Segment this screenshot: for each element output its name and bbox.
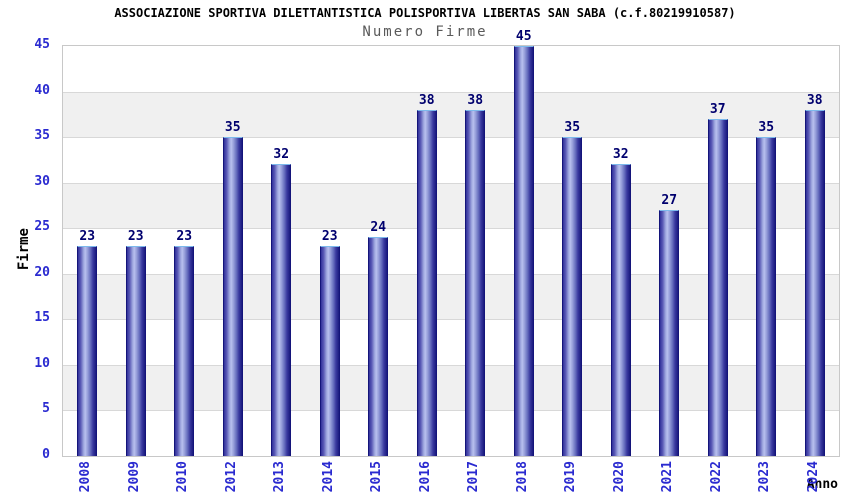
x-axis-tick-label: 2017 — [466, 461, 482, 493]
bar — [416, 109, 437, 456]
bar-value-label: 23 — [176, 229, 193, 245]
bar — [562, 137, 583, 456]
x-axis-tick-label: 2022 — [708, 461, 724, 493]
bar-value-label: 45 — [515, 29, 532, 44]
grid-line — [63, 228, 839, 230]
grid-line — [63, 410, 839, 412]
grid-line — [63, 137, 839, 139]
bar — [610, 164, 631, 456]
x-axis-tick-label: 2018 — [514, 461, 530, 493]
y-axis-tick-label: 10 — [34, 355, 50, 371]
bar-value-label: 32 — [612, 147, 629, 163]
bar-value-label: 32 — [273, 147, 290, 163]
x-axis-tick-label: 2016 — [417, 461, 433, 493]
grid-line — [63, 364, 839, 366]
plot-area: 23 23 23 35 32 23 24 38 38 45 35 32 27 37 35 38 — [62, 29, 840, 457]
x-axis-tick-label: 2012 — [223, 461, 239, 493]
bar-value-label: 23 — [79, 229, 96, 245]
bar — [368, 237, 389, 456]
bar — [125, 246, 146, 456]
bar-value-label: 38 — [467, 92, 484, 108]
bar — [271, 164, 292, 456]
bar-value-label: 23 — [127, 229, 144, 245]
bar-value-label: 24 — [370, 220, 387, 236]
x-axis-tick-label: 2019 — [563, 461, 579, 493]
bar-value-label: 35 — [758, 120, 775, 136]
x-axis-title: Anno — [806, 477, 838, 492]
bar — [77, 246, 98, 456]
grid-line — [63, 319, 839, 321]
y-axis-tick-label: 40 — [34, 82, 50, 98]
y-axis-tick-label: 45 — [34, 37, 50, 52]
grid-line — [63, 273, 839, 275]
bar — [707, 118, 728, 456]
x-axis-tick-label: 2015 — [369, 461, 385, 493]
bar-value-label: 38 — [418, 92, 435, 108]
y-axis-tick-label: 20 — [34, 264, 50, 280]
x-axis-tick-label: 2008 — [78, 461, 94, 493]
bar — [513, 46, 534, 456]
bar-value-label: 23 — [321, 229, 338, 245]
grid-line — [63, 91, 839, 93]
bar — [222, 137, 243, 456]
grid-band — [63, 46, 839, 92]
bar — [756, 137, 777, 456]
y-axis-tick-label: 35 — [34, 128, 50, 144]
bar-value-label: 27 — [661, 193, 678, 208]
x-axis-tick-label: 2010 — [175, 461, 191, 493]
y-axis-tick-label: 5 — [42, 401, 50, 417]
chart-subtitle: Numero Firme — [362, 24, 488, 40]
y-axis-tick-label: 30 — [34, 173, 50, 189]
y-axis-tick-label: 25 — [34, 219, 50, 235]
x-axis-tick-label: 2020 — [611, 461, 627, 493]
bar — [319, 246, 340, 456]
bar-value-label: 35 — [224, 120, 241, 136]
bar — [804, 109, 825, 456]
y-axis-tick-label: 0 — [42, 447, 50, 462]
x-axis-tick-label: 2013 — [272, 461, 288, 493]
x-axis-tick-label: 2014 — [320, 461, 336, 493]
grid-line — [63, 182, 839, 184]
x-axis-tick-label: 2021 — [660, 461, 676, 493]
x-axis-tick-label: 2023 — [757, 461, 773, 493]
bar — [465, 109, 486, 456]
x-axis-tick-label: 2024 — [805, 461, 821, 493]
bar — [174, 246, 195, 456]
bar — [659, 210, 680, 456]
y-axis-tick-label: 15 — [34, 310, 50, 326]
x-axis-tick-label: 2009 — [126, 461, 142, 493]
chart-title: ASSOCIAZIONE SPORTIVA DILETTANTISTICA PO… — [114, 6, 736, 20]
bar-value-label: 38 — [806, 92, 823, 108]
bar-value-label: 35 — [564, 120, 581, 136]
bar-value-label: 37 — [709, 101, 726, 117]
